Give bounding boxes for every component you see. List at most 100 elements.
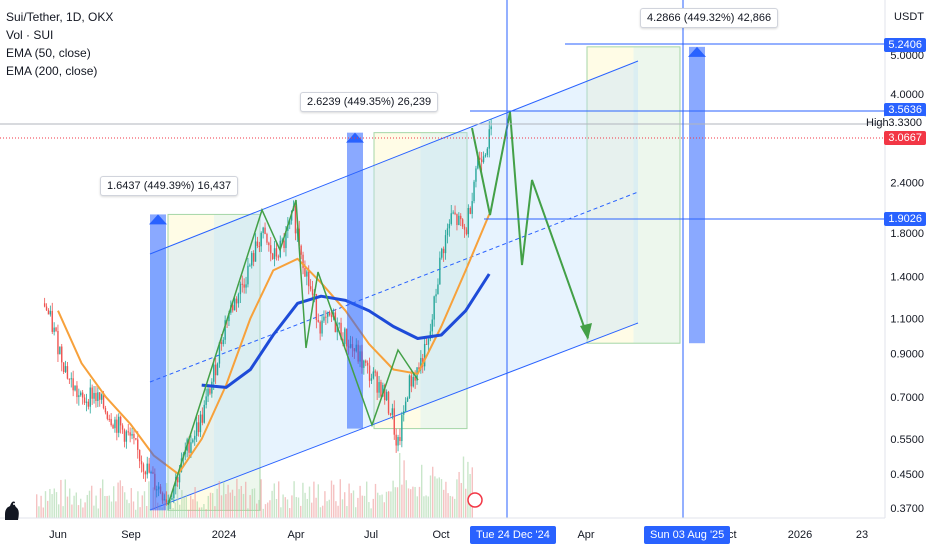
volume-bar	[181, 490, 183, 518]
volume-bar	[130, 488, 132, 518]
candle-body	[330, 315, 333, 318]
volume-bar	[40, 495, 42, 518]
candle-body	[70, 378, 72, 380]
volume-bar	[346, 506, 348, 518]
volume-bar	[196, 501, 198, 518]
candle-body	[385, 391, 388, 401]
ema-lines	[57, 214, 491, 475]
volume-bar	[93, 505, 95, 518]
candle-body	[47, 310, 50, 315]
measure-label-2[interactable]: 2.6239 (449.35%) 26,239	[300, 92, 439, 112]
y-tick-label: 4.0000	[890, 89, 924, 101]
volume-bar	[289, 508, 291, 518]
volume-bar	[300, 505, 302, 518]
volume-bar	[361, 495, 363, 518]
volume-bar	[319, 507, 322, 518]
candle-body	[239, 283, 242, 295]
candle-body	[458, 215, 460, 226]
volume-bar	[454, 498, 456, 518]
candle-body	[391, 408, 394, 415]
candle-body	[176, 476, 179, 483]
price-tag-1-9026: 1.9026	[884, 212, 926, 226]
volume-bar	[212, 493, 214, 518]
candle-body	[110, 418, 112, 426]
volume-bar	[253, 488, 256, 518]
volume-bar	[379, 495, 381, 518]
volume-bar	[201, 507, 203, 518]
candle-body	[87, 401, 90, 407]
candle-body	[363, 360, 365, 368]
price-tag-3-5636: 3.5636	[884, 103, 926, 117]
candle-body	[435, 294, 437, 297]
volume-bar	[405, 480, 407, 518]
candle-body	[205, 396, 207, 405]
volume-bar	[64, 479, 66, 518]
candle-body	[59, 346, 61, 355]
volume-bar	[51, 494, 53, 518]
candle-body	[340, 322, 342, 340]
candle-body	[121, 425, 124, 430]
volume-bar	[256, 503, 258, 518]
volume-bar	[306, 498, 308, 518]
volume-bar	[339, 479, 341, 518]
zone-border	[586, 46, 681, 344]
y-tick-label: 5.0000	[890, 50, 924, 62]
volume-bar	[414, 486, 416, 518]
measure-label-1[interactable]: 1.6437 (449.39%) 16,437	[100, 176, 239, 196]
candle-body	[268, 242, 270, 246]
candle-body	[138, 449, 141, 462]
candle-body	[410, 375, 413, 387]
candle-body	[270, 245, 272, 254]
volume-bar	[291, 495, 293, 518]
volume-bar	[447, 493, 449, 518]
candle-body	[427, 339, 430, 345]
candle-body	[403, 411, 405, 415]
channel-mid-line	[149, 191, 639, 383]
volume-bar	[421, 464, 423, 518]
candle-body	[214, 364, 217, 376]
candle-body	[273, 248, 276, 259]
volume-bar	[416, 496, 418, 518]
volume-bar	[308, 486, 311, 518]
candle-body	[243, 284, 245, 288]
volume-bar	[150, 509, 152, 518]
volume-bar	[82, 507, 84, 518]
candle-body	[469, 208, 471, 214]
candle-body	[384, 384, 386, 401]
volume-bar	[311, 502, 313, 518]
candle-body	[97, 392, 99, 402]
volume-bar	[121, 486, 124, 518]
candle-body	[475, 168, 477, 182]
projection-bar	[150, 214, 166, 511]
volume-bar	[355, 507, 357, 518]
volume-bar	[104, 495, 106, 518]
candle-body	[393, 408, 395, 435]
volume-bar	[102, 479, 104, 518]
history-zigzag	[167, 199, 419, 506]
channel-upper-line	[149, 60, 639, 255]
volume-bar	[462, 456, 465, 518]
volume-bar	[209, 492, 212, 518]
candle-body	[346, 328, 348, 347]
volume-bar	[71, 504, 73, 518]
price-candles	[43, 118, 492, 511]
x-tick-label: 2026	[788, 529, 812, 541]
volume-bar	[302, 482, 304, 518]
candle-body	[254, 241, 257, 262]
candle-body	[55, 327, 57, 332]
volume-bar	[458, 471, 460, 518]
volume-bar	[214, 506, 216, 518]
y-tick-label: 0.4500	[890, 469, 924, 481]
candle-body	[199, 414, 202, 433]
volume-bar	[227, 484, 229, 518]
volume-bar	[137, 491, 139, 518]
measure-label-3[interactable]: 4.2866 (449.32%) 42,866	[640, 8, 779, 28]
candle-body	[125, 431, 128, 442]
candle-body	[258, 245, 261, 247]
candle-body	[404, 401, 407, 412]
volume-bar	[357, 497, 359, 518]
x-tick-label: Apr	[287, 529, 304, 541]
candle-body	[315, 294, 318, 320]
volume-bar	[445, 481, 447, 518]
